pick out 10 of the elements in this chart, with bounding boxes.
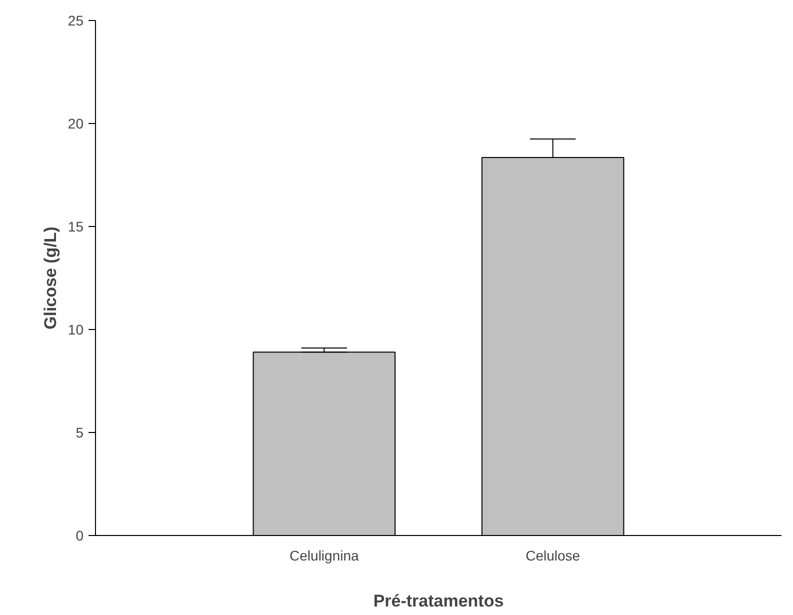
y-tick-label: 10: [68, 322, 84, 338]
y-tick-label: 0: [76, 528, 84, 544]
y-tick-label: 20: [68, 116, 84, 132]
y-tick-label: 25: [68, 12, 84, 28]
y-axis-title: Glicose (g/L): [40, 226, 60, 330]
y-tick-label: 15: [68, 218, 84, 234]
y-tick-label: 5: [76, 424, 84, 440]
x-axis-title: Pré-tratamentos: [373, 592, 504, 610]
x-tick-label: Celulose: [526, 548, 580, 564]
x-tick-label: Celulignina: [290, 548, 360, 564]
